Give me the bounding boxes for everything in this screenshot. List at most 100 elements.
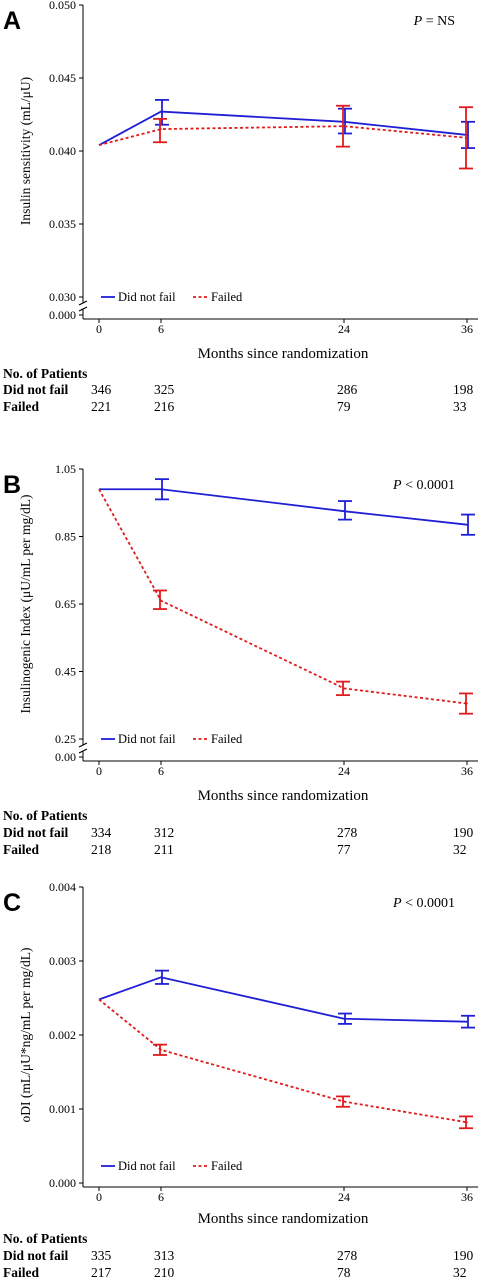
table-count: 217 (91, 1265, 112, 1280)
x-tick-label: 36 (461, 1190, 473, 1204)
series-line (98, 998, 468, 1124)
patients-table: No. of Patients Did not fail 335 313 278 190 F… (3, 1231, 474, 1280)
legend-label-failed: Failed (211, 1159, 243, 1173)
y-tick-label: 0.030 (49, 290, 76, 304)
table-count: 33 (453, 399, 467, 414)
table-count: 325 (154, 382, 175, 397)
series-line (99, 488, 468, 526)
data-point (343, 1017, 345, 1020)
x-tick-label: 24 (338, 1190, 350, 1204)
p-value-text: < 0.0001 (402, 478, 455, 493)
y-tick-label: 0.040 (49, 144, 76, 158)
series-line (98, 488, 468, 705)
p-value-text: = NS (422, 14, 455, 29)
legend: Did not fail Failed (101, 1159, 243, 1173)
data-point (343, 1100, 345, 1103)
x-tick-label: 6 (158, 764, 164, 778)
table-count: 221 (91, 399, 111, 414)
panel-b: B 0.00 0.25 0.45 0.65 0.85 1.05 0 6 24 36 Insulinog… (3, 462, 478, 857)
data-point (466, 702, 468, 705)
data-point (466, 523, 468, 526)
table-title: No. of Patients (3, 1231, 87, 1246)
x-tick-label: 24 (338, 322, 350, 336)
table-title: No. of Patients (3, 366, 87, 381)
legend-label-did-not-fail: Did not fail (118, 290, 176, 304)
table-row-label: Failed (3, 399, 39, 414)
table-count: 211 (154, 842, 174, 857)
p-value: P < 0.0001 (392, 896, 455, 911)
x-tick-label: 6 (158, 1190, 164, 1204)
x-tick-label: 36 (461, 322, 473, 336)
data-point (466, 1020, 468, 1023)
y-tick-label: 0.65 (55, 597, 76, 611)
data-point (160, 488, 162, 491)
legend: Did not fail Failed (101, 732, 243, 746)
table-count: 346 (91, 382, 112, 397)
legend-label-did-not-fail: Did not fail (118, 1159, 176, 1173)
x-tick-label: 24 (338, 764, 350, 778)
data-point (160, 599, 162, 602)
legend-label-failed: Failed (211, 732, 243, 746)
legend-label-did-not-fail: Did not fail (118, 732, 176, 746)
legend-label-failed: Failed (211, 290, 243, 304)
data-point (466, 137, 468, 139)
data-point (160, 1049, 162, 1051)
table-count: 334 (91, 825, 112, 840)
series-did-not-fail (99, 478, 475, 536)
panel-letter: B (3, 471, 21, 499)
data-point (343, 687, 345, 690)
y-tick-label: 1.05 (55, 462, 76, 476)
y-tick-label: 0.004 (49, 880, 76, 894)
table-row-label: Failed (3, 842, 39, 857)
table-count: 79 (337, 399, 351, 414)
table-count: 77 (337, 842, 351, 857)
y-tick-label: 0.050 (49, 0, 76, 12)
panel-letter: A (3, 7, 21, 35)
table-count: 278 (337, 825, 358, 840)
series-failed (98, 488, 473, 715)
panel-c: C 0.000 0.001 0.002 0.003 0.004 0 6 24 36 oDI (mL/… (3, 880, 478, 1280)
y-tick-label: 0.002 (49, 1028, 76, 1042)
data-point (466, 1121, 468, 1124)
table-row-label: Failed (3, 1265, 39, 1280)
table-count: 32 (453, 842, 467, 857)
table-row-label: Did not fail (3, 825, 69, 840)
data-point (160, 110, 162, 113)
y-tick-label: 0.000 (49, 1176, 76, 1190)
y-tick-label: 0.045 (49, 71, 76, 85)
axis-break (78, 300, 88, 312)
data-point (160, 128, 162, 130)
table-count: 190 (453, 825, 474, 840)
table-count: 190 (453, 1248, 474, 1263)
data-point (343, 125, 345, 127)
series-failed (98, 998, 473, 1130)
x-tick-label: 36 (461, 764, 473, 778)
series-did-not-fail (98, 969, 475, 1029)
x-axis-label: Months since randomization (198, 1211, 369, 1227)
series-line (98, 125, 468, 147)
x-tick-label: 0 (96, 1190, 102, 1204)
table-count: 335 (91, 1248, 112, 1263)
p-value-symbol: P (392, 478, 402, 493)
data-point (160, 976, 162, 979)
p-value-text: < 0.0001 (402, 896, 455, 911)
y-tick-label: 0.85 (55, 530, 76, 544)
table-count: 286 (337, 382, 358, 397)
table-count: 278 (337, 1248, 358, 1263)
y-tick-label-zero: 0.000 (49, 308, 76, 322)
y-axis-label: Insulinogenic Index (μU/mL per mg/dL) (18, 495, 33, 714)
table-row-label: Did not fail (3, 1248, 69, 1263)
y-tick-label: 0.45 (55, 665, 76, 679)
y-axis-label: Insulin sensitivity (mL/μU) (18, 77, 33, 225)
y-tick-label: 0.035 (49, 217, 76, 231)
series-line (98, 110, 468, 146)
data-point (343, 510, 345, 512)
patients-table: No. of Patients Did not fail 334 312 278 190 F… (3, 808, 474, 857)
y-tick-label-zero: 0.00 (55, 750, 76, 764)
p-value: P = NS (413, 14, 455, 29)
table-count: 218 (91, 842, 112, 857)
y-tick-label: 0.001 (49, 1102, 76, 1116)
series-failed (98, 104, 473, 170)
